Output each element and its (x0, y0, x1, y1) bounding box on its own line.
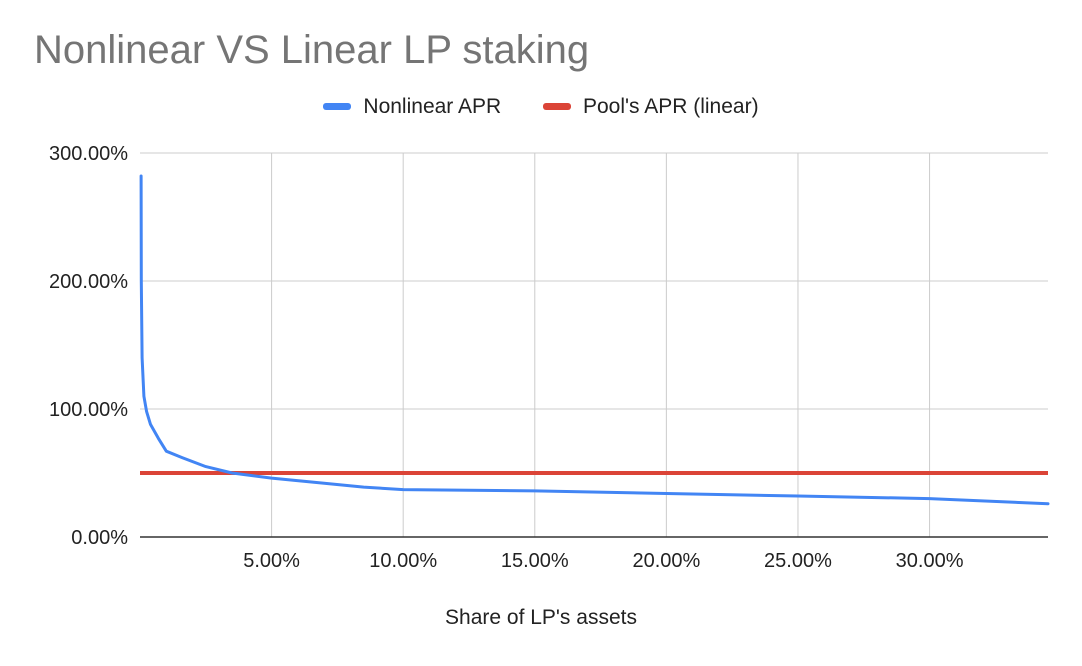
x-tick-label: 15.00% (501, 550, 569, 572)
x-tick-label: 25.00% (764, 550, 832, 572)
legend-swatch-linear (543, 103, 571, 110)
legend-item-linear[interactable]: Pool's APR (linear) (543, 95, 759, 119)
y-tick-label: 300.00% (49, 143, 128, 165)
y-tick-label: 100.00% (49, 399, 128, 421)
series-line-nonlinear (139, 174, 1050, 506)
legend-swatch-nonlinear (323, 103, 352, 110)
x-tick-label: 10.00% (369, 550, 437, 572)
x-axis-label: Share of LP's assets (445, 606, 637, 629)
x-tick-label: 5.00% (243, 550, 300, 572)
y-tick-label: 200.00% (49, 271, 128, 293)
legend-label-linear: Pool's APR (linear) (583, 94, 759, 118)
legend: Nonlinear APR Pool's APR (linear) (0, 92, 1082, 119)
legend-item-nonlinear[interactable]: Nonlinear APR (323, 95, 501, 119)
x-tick-label: 20.00% (632, 550, 700, 572)
chart-title: Nonlinear VS Linear LP staking (34, 28, 590, 72)
legend-label-nonlinear: Nonlinear APR (363, 94, 502, 118)
y-tick-label: 0.00% (71, 527, 128, 549)
x-tick-label: 30.00% (896, 550, 964, 572)
